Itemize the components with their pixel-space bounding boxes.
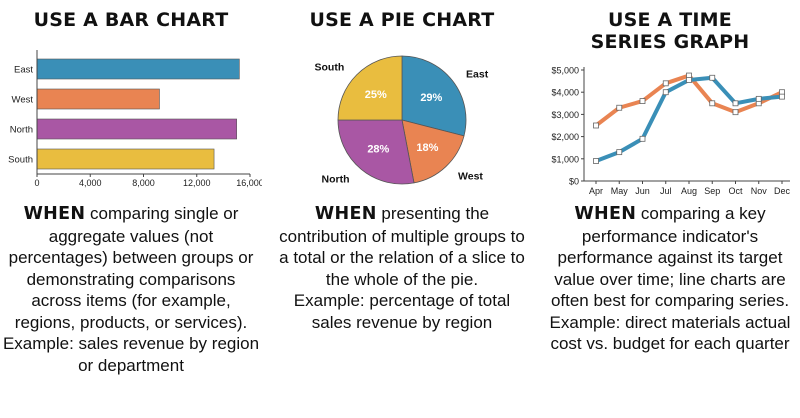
bar-x-tick-label: 16,000 bbox=[236, 178, 262, 188]
line-point-actual bbox=[686, 77, 692, 83]
bar-category-label: North bbox=[10, 125, 33, 136]
pie-chart: 29% East 18% West 28% North 25% South bbox=[315, 55, 489, 186]
pie-when-label: WHEN bbox=[314, 204, 377, 224]
line-x-tick-label: Sep bbox=[704, 186, 720, 196]
line-chart-description: WHEN comparing a key performance indicat… bbox=[540, 203, 800, 355]
line-point-actual bbox=[639, 135, 646, 142]
bar-category-label: West bbox=[12, 95, 34, 106]
pie-slice-percent: 18% bbox=[416, 142, 438, 154]
bar-south bbox=[36, 148, 215, 170]
line-point-budget bbox=[709, 100, 716, 107]
pie-slice-label: East bbox=[466, 68, 489, 80]
bar-x-tick-label: 8,000 bbox=[132, 178, 155, 188]
pie-slice-south bbox=[337, 55, 403, 121]
line-x-tick-label: May bbox=[611, 186, 629, 196]
line-example-text: Example: direct materials actual cost vs… bbox=[549, 312, 791, 354]
bar-category-label: East bbox=[14, 65, 33, 76]
bar-east bbox=[36, 58, 240, 80]
line-x-tick-label: Apr bbox=[589, 186, 603, 196]
bar-x-tick-label: 4,000 bbox=[79, 178, 102, 188]
line-y-tick-label: $5,000 bbox=[551, 66, 579, 76]
pie-example-text: Example: percentage of total sales reven… bbox=[293, 291, 511, 332]
line-x-tick-label: Oct bbox=[728, 186, 743, 196]
line-point-budget bbox=[662, 80, 669, 87]
line-x-tick-label: Nov bbox=[751, 186, 768, 196]
line-y-tick-label: $4,000 bbox=[551, 88, 579, 98]
line-series-actual bbox=[594, 75, 784, 164]
bar-when-label: WHEN bbox=[23, 204, 86, 224]
line-point-actual bbox=[779, 93, 785, 100]
bar-chart: East West North South 0 4,000 8,000 12,000 16,00… bbox=[8, 50, 262, 188]
bar-example-text: Example: sales revenue by region or depa… bbox=[2, 334, 260, 375]
line-when-label: WHEN bbox=[574, 204, 637, 224]
pie-slice-percent: 28% bbox=[367, 144, 389, 156]
pie-slice-percent: 29% bbox=[420, 92, 442, 104]
line-point-actual bbox=[662, 89, 669, 96]
bar-chart-panel: USE A BAR CHART East West North South 0 4,000… bbox=[0, 0, 262, 418]
line-point-budget bbox=[639, 98, 646, 104]
bar-north bbox=[36, 118, 237, 140]
line-point-actual bbox=[709, 74, 716, 81]
pie-chart-title: USE A PIE CHART bbox=[309, 9, 495, 31]
bar-when-text: comparing single or aggregate values (no… bbox=[8, 204, 254, 332]
line-x-tick-label: Jun bbox=[635, 186, 650, 196]
line-point-actual bbox=[732, 100, 739, 107]
line-x-tick-label: Aug bbox=[681, 186, 697, 196]
line-point-budget bbox=[616, 104, 623, 111]
pie-when-text: presenting the contribution of multiple … bbox=[279, 204, 525, 289]
bar-x-tick-label: 12,000 bbox=[183, 178, 211, 188]
line-y-tick-label: $1,000 bbox=[551, 154, 579, 164]
pie-slice-west bbox=[401, 119, 465, 184]
line-point-actual bbox=[593, 158, 599, 164]
line-chart-title: USE A TIME SERIES GRAPH bbox=[590, 9, 750, 53]
bar-x-tick-label: 0 bbox=[34, 178, 39, 188]
line-y-tick-label: $3,000 bbox=[551, 110, 579, 120]
line-x-tick-label: Dec bbox=[774, 186, 791, 196]
pie-slice-label: South bbox=[315, 61, 345, 73]
pie-slice-label: West bbox=[458, 170, 483, 182]
line-when-text: comparing a key performance indicator's … bbox=[550, 204, 790, 310]
bar-west bbox=[36, 88, 160, 110]
line-x-tick-label: Jul bbox=[660, 186, 672, 196]
bar-category-label: South bbox=[8, 155, 33, 166]
pie-slice-north bbox=[337, 119, 415, 185]
line-point-actual bbox=[616, 149, 623, 156]
line-point-budget bbox=[593, 122, 599, 129]
pie-slice-east bbox=[401, 55, 467, 137]
line-point-actual bbox=[755, 95, 762, 102]
bar-chart-description: WHEN comparing single or aggregate value… bbox=[0, 203, 262, 376]
bar-chart-title: USE A BAR CHART bbox=[33, 9, 229, 31]
line-chart: $0 $1,000 $2,000 $3,000 $4,000 $5,000 Apr May Ju… bbox=[551, 66, 791, 197]
line-y-tick-label: $0 bbox=[569, 177, 579, 187]
pie-chart-panel: USE A PIE CHART 29% East 18% West 28% North 25… bbox=[268, 0, 536, 418]
line-point-budget bbox=[732, 109, 739, 116]
line-chart-panel: USE A TIME SERIES GRAPH $0 $1,000 $2,000 $3… bbox=[540, 0, 800, 418]
pie-chart-description: WHEN presenting the contribution of mult… bbox=[268, 203, 536, 333]
pie-slice-label: North bbox=[322, 174, 350, 186]
pie-slice-percent: 25% bbox=[365, 89, 387, 101]
line-y-tick-label: $2,000 bbox=[551, 132, 579, 142]
